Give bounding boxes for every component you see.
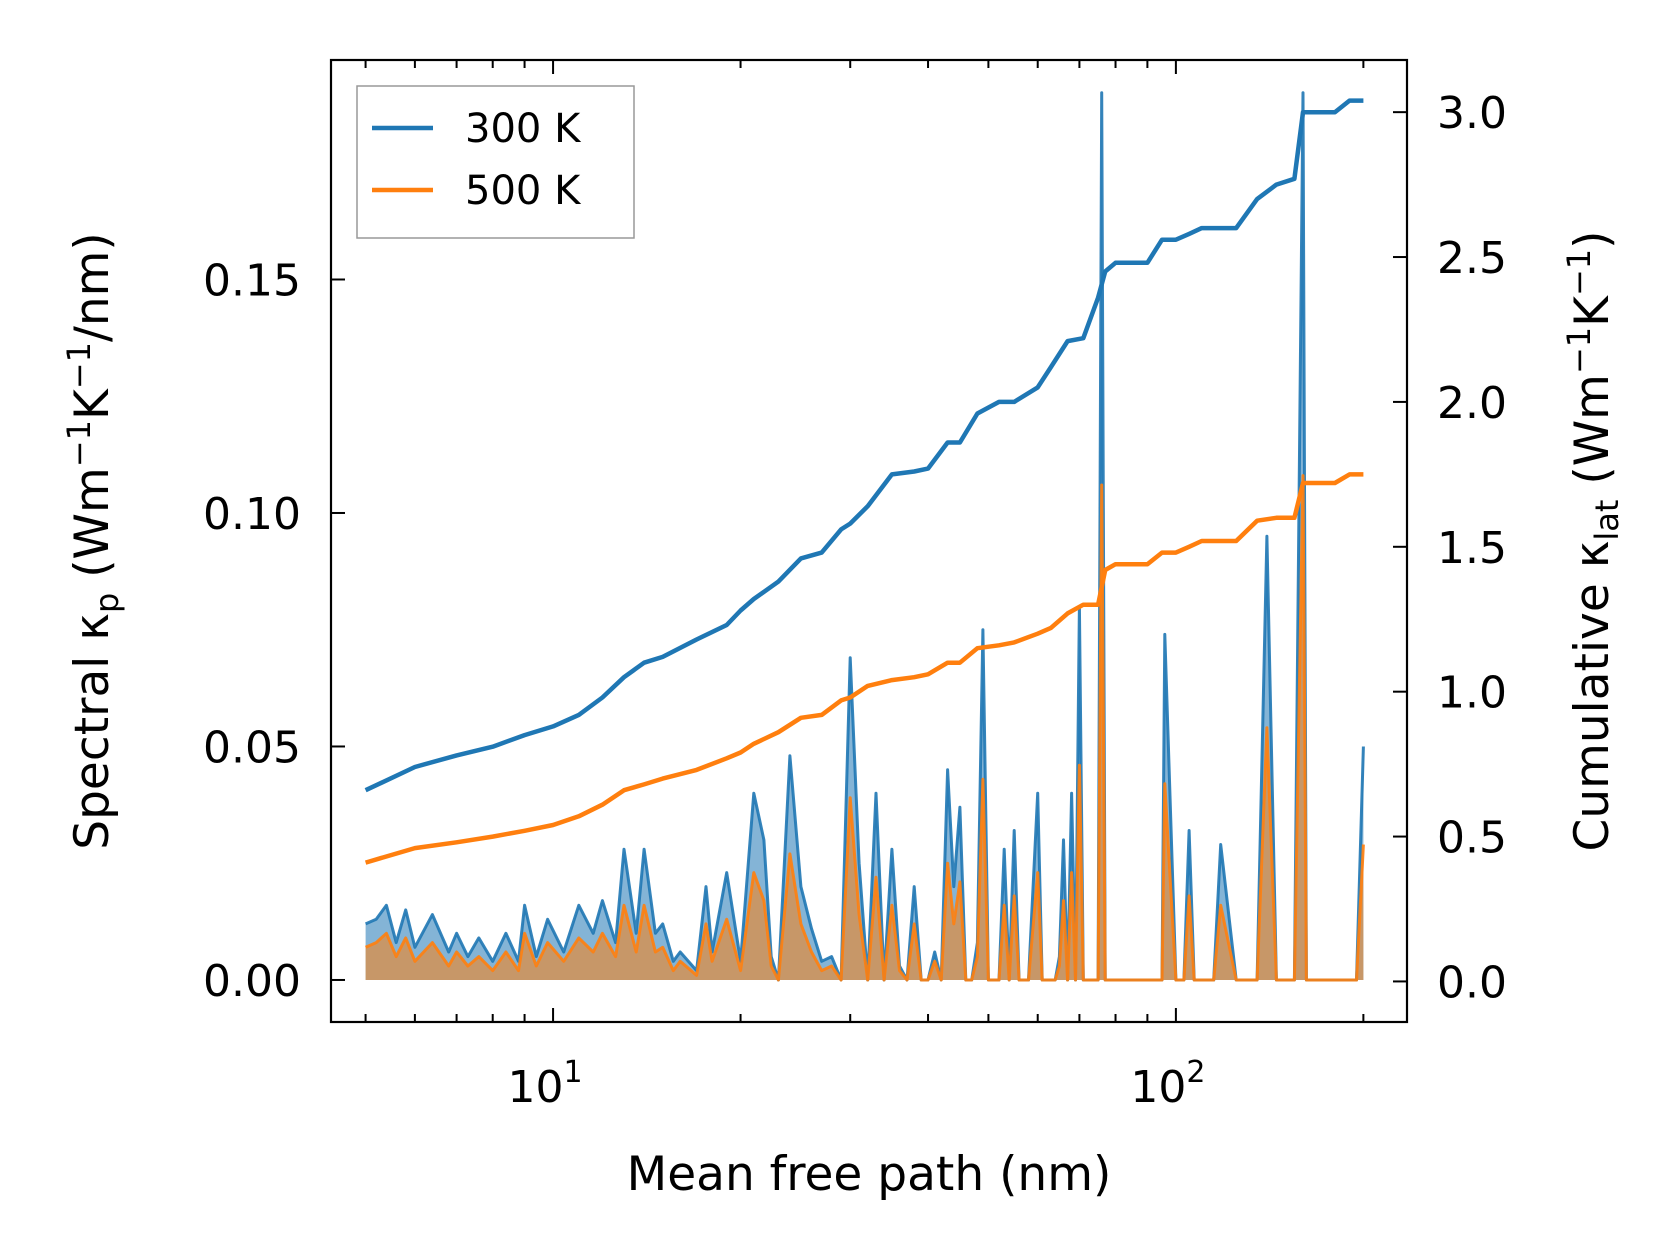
cumulative-line-300k <box>364 98 1364 793</box>
spectral-layer <box>364 91 1365 982</box>
spectral-area-500k <box>365 475 1364 980</box>
y-right-axis-label: Cumulative κlat (Wm−1K−1) <box>1560 230 1626 851</box>
y-right-label-unit-mid: K <box>1565 295 1620 327</box>
y-right-label-unit-open: (Wm <box>1565 374 1620 500</box>
y-right-tick-label: 2.5 <box>1437 233 1507 284</box>
spectral-line-500k <box>364 474 1365 982</box>
y-left-tick-label: 0.05 <box>203 722 301 773</box>
x-axis-ticks: 101 102 <box>364 60 1365 1113</box>
y-right-label-sup1: −1 <box>1560 327 1598 374</box>
legend-box <box>356 85 635 239</box>
y-left-label-sup1: −1 <box>60 420 98 467</box>
y-left-label-sup2: −1 <box>60 342 98 389</box>
cumulative-line-500k <box>364 472 1364 865</box>
legend-label-500k: 500 K <box>465 168 582 214</box>
y-right-tick-label: 0.0 <box>1437 957 1507 1008</box>
legend-label-300k: 300 K <box>465 106 582 152</box>
plot-area <box>364 91 1365 982</box>
y-right-label-main: Cumulative κ <box>1565 541 1620 852</box>
x-tick-label: 102 <box>1130 1055 1205 1113</box>
axes-frame <box>329 58 1409 1024</box>
y-left-tick-label: 0.15 <box>203 255 301 306</box>
y-left-tick-label: 0.10 <box>203 489 301 540</box>
y-left-tick-label: 0.00 <box>203 956 301 1007</box>
y-left-axis-ticks: 0.00 0.05 0.10 0.15 <box>203 255 345 1007</box>
y-right-tick-label: 2.0 <box>1437 378 1507 429</box>
x-tick-label: 101 <box>508 1055 583 1113</box>
x-axis-label: Mean free path (nm) <box>627 1147 1112 1202</box>
x-tick-label-exp: 2 <box>1186 1055 1205 1090</box>
y-right-tick-label: 3.0 <box>1437 88 1507 139</box>
y-right-tick-label: 0.5 <box>1437 813 1507 864</box>
y-right-tick-label: 1.0 <box>1437 668 1507 719</box>
cumulative-layer <box>364 98 1364 865</box>
y-right-label-sub: lat <box>1588 500 1626 541</box>
y-left-label-sub: p <box>88 593 126 613</box>
y-right-tick-label: 1.5 <box>1437 523 1507 574</box>
y-left-label-unit-mid: K <box>65 388 120 420</box>
y-left-label-unit-close: /nm) <box>65 232 120 342</box>
legend: 300 K 500 K <box>356 85 635 239</box>
y-right-label-sup2: −1 <box>1560 249 1598 296</box>
x-tick-label-exp: 1 <box>564 1055 583 1090</box>
x-tick-label-base: 10 <box>508 1062 564 1113</box>
y-right-label-unit-close: ) <box>1565 230 1620 248</box>
x-tick-label-base: 10 <box>1130 1062 1186 1113</box>
y-left-label-main: Spectral κ <box>65 613 120 850</box>
y-right-axis-ticks: 0.0 0.5 1.0 1.5 2.0 2.5 3.0 <box>1393 88 1507 1008</box>
y-left-axis-label: Spectral κp (Wm−1K−1/nm) <box>60 232 126 849</box>
y-left-label-unit-open: (Wm <box>65 467 120 593</box>
